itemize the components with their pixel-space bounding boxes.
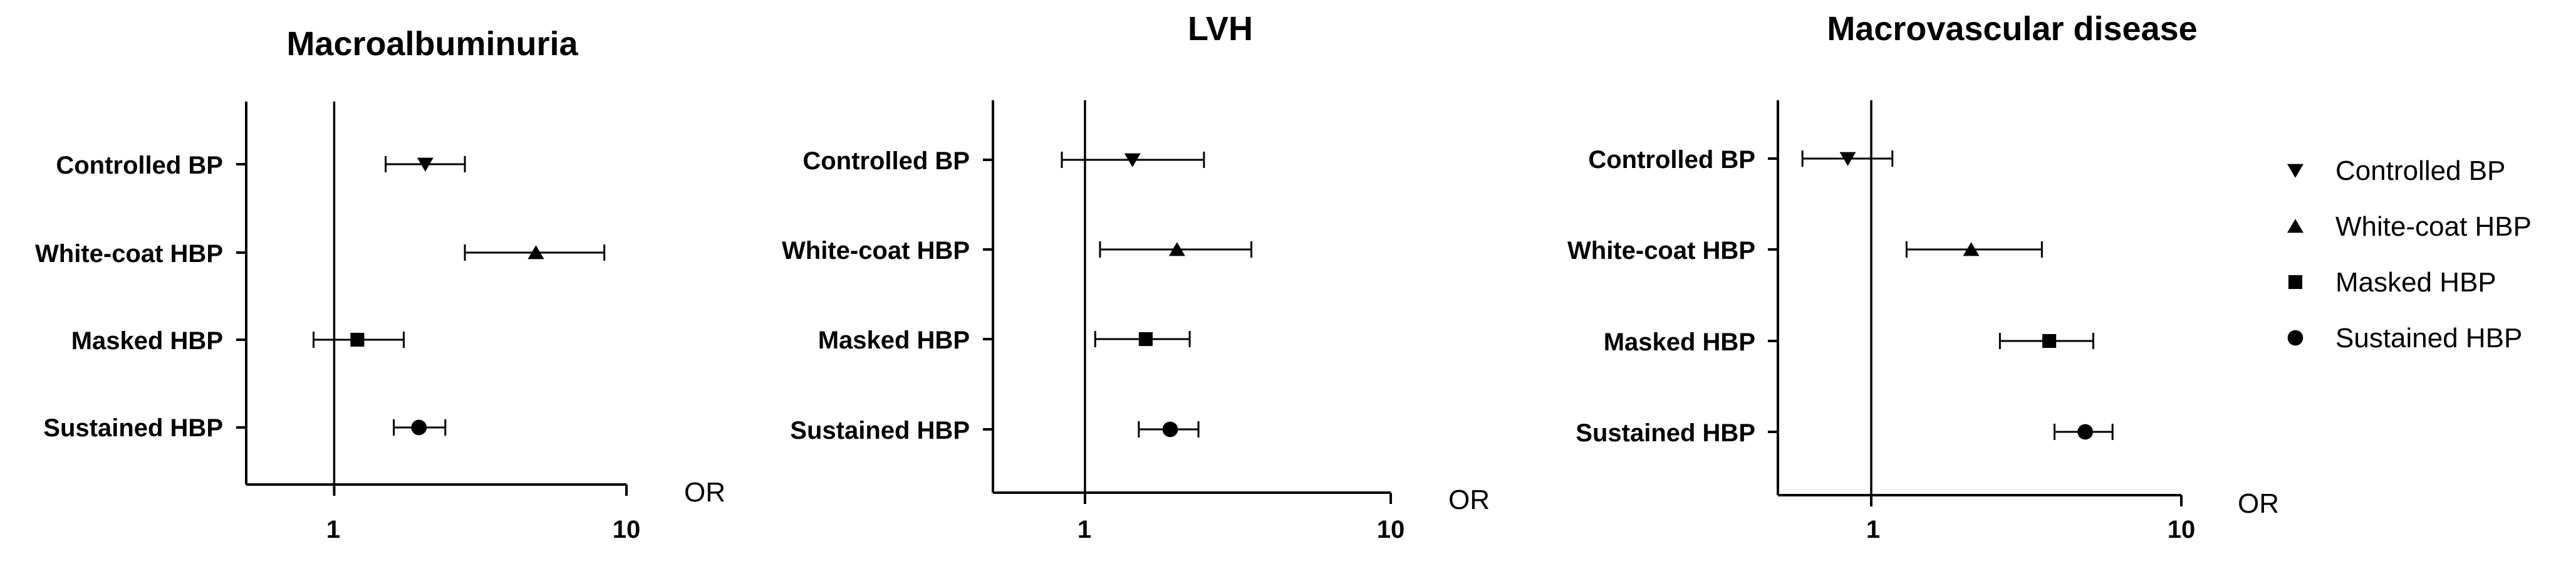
x-axis-unit-label: OR	[2238, 488, 2279, 519]
category-label-white-coat-hbp: White-coat HBP	[782, 237, 970, 265]
category-label-sustained-hbp: Sustained HBP	[790, 417, 970, 444]
legend-label-white-coat-hbp: White-coat HBP	[2335, 211, 2532, 242]
point-marker-white-coat-hbp	[527, 245, 544, 259]
panel-lvh: LVH Controlled BP White-coat HBP Masked …	[782, 10, 1490, 543]
category-label-white-coat-hbp: White-coat HBP	[35, 240, 223, 268]
point-marker-sustained-hbp	[2077, 424, 2093, 440]
x-tick-label-1: 1	[326, 516, 340, 543]
category-label-white-coat-hbp: White-coat HBP	[1567, 237, 1755, 265]
panel-title: Macrovascular disease	[1827, 10, 2197, 48]
plot-area-0	[236, 102, 628, 496]
legend-marker-white-coat-hbp	[2287, 219, 2303, 233]
x-axis-unit-label: OR	[684, 477, 725, 508]
category-label-masked-hbp: Masked HBP	[1604, 328, 1755, 356]
point-marker-masked-hbp	[1138, 332, 1153, 347]
category-label-controlled-bp: Controlled BP	[56, 152, 223, 179]
panel-title: LVH	[1188, 10, 1253, 48]
category-label-sustained-hbp: Sustained HBP	[1576, 419, 1755, 447]
point-marker-masked-hbp	[350, 332, 365, 347]
x-axis-unit-label: OR	[1448, 485, 1490, 515]
plot-area-2	[1768, 100, 2183, 506]
point-marker-sustained-hbp	[411, 419, 427, 436]
legend-marker-masked-hbp	[2288, 275, 2303, 290]
category-label-masked-hbp: Masked HBP	[71, 327, 223, 355]
category-label-sustained-hbp: Sustained HBP	[43, 414, 223, 442]
point-marker-controlled-bp	[1839, 152, 1856, 166]
legend-marker-controlled-bp	[2287, 164, 2303, 178]
panel-macrovascular-disease: Macrovascular disease Controlled BP Whit…	[1567, 10, 2279, 543]
panel-macroalbuminuria: Macroalbuminuria Controlled BP White-coa…	[35, 25, 725, 543]
x-tick-label-1: 1	[1866, 516, 1880, 543]
point-marker-masked-hbp	[2042, 333, 2057, 349]
point-marker-sustained-hbp	[1162, 421, 1178, 438]
x-tick-label-10: 10	[1377, 516, 1405, 543]
x-tick-label-10: 10	[613, 516, 641, 543]
legend-label-masked-hbp: Masked HBP	[2335, 267, 2496, 298]
legend-label-controlled-bp: Controlled BP	[2335, 155, 2505, 186]
x-tick-label-1: 1	[1078, 516, 1091, 543]
category-label-masked-hbp: Masked HBP	[818, 327, 970, 354]
point-marker-white-coat-hbp	[1168, 242, 1185, 256]
panel-title: Macroalbuminuria	[286, 25, 578, 63]
point-marker-controlled-bp	[417, 157, 434, 172]
category-label-controlled-bp: Controlled BP	[1588, 146, 1755, 174]
legend-label-sustained-hbp: Sustained HBP	[2335, 323, 2522, 354]
plot-area-1	[983, 100, 1392, 504]
category-label-controlled-bp: Controlled BP	[802, 147, 970, 175]
point-marker-controlled-bp	[1124, 153, 1141, 167]
legend: Controlled BP White-coat HBP Masked HBP …	[2287, 155, 2532, 354]
point-marker-white-coat-hbp	[1963, 242, 1980, 256]
x-tick-label-10: 10	[2168, 516, 2196, 543]
legend-marker-sustained-hbp	[2287, 330, 2303, 346]
